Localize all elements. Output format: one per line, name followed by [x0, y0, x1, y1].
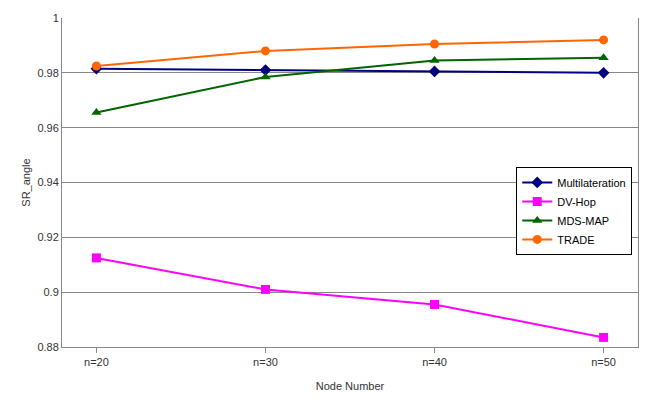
svg-text:n=50: n=50 — [591, 356, 616, 368]
svg-text:Node Number: Node Number — [316, 380, 385, 392]
svg-text:MDS-MAP: MDS-MAP — [557, 215, 609, 227]
svg-text:0.96: 0.96 — [37, 122, 58, 134]
svg-text:SR_angle: SR_angle — [20, 158, 32, 206]
svg-text:0.98: 0.98 — [37, 67, 58, 79]
svg-text:DV-Hop: DV-Hop — [557, 196, 596, 208]
svg-text:1: 1 — [53, 12, 59, 24]
svg-text:TRADE: TRADE — [557, 234, 594, 246]
svg-text:0.92: 0.92 — [37, 231, 58, 243]
svg-text:0.88: 0.88 — [37, 341, 58, 353]
svg-text:0.9: 0.9 — [44, 286, 59, 298]
svg-text:n=20: n=20 — [84, 356, 109, 368]
svg-text:n=40: n=40 — [422, 356, 447, 368]
svg-text:0.94: 0.94 — [37, 176, 58, 188]
svg-text:Multilateration: Multilateration — [557, 177, 625, 189]
svg-text:n=30: n=30 — [253, 356, 278, 368]
